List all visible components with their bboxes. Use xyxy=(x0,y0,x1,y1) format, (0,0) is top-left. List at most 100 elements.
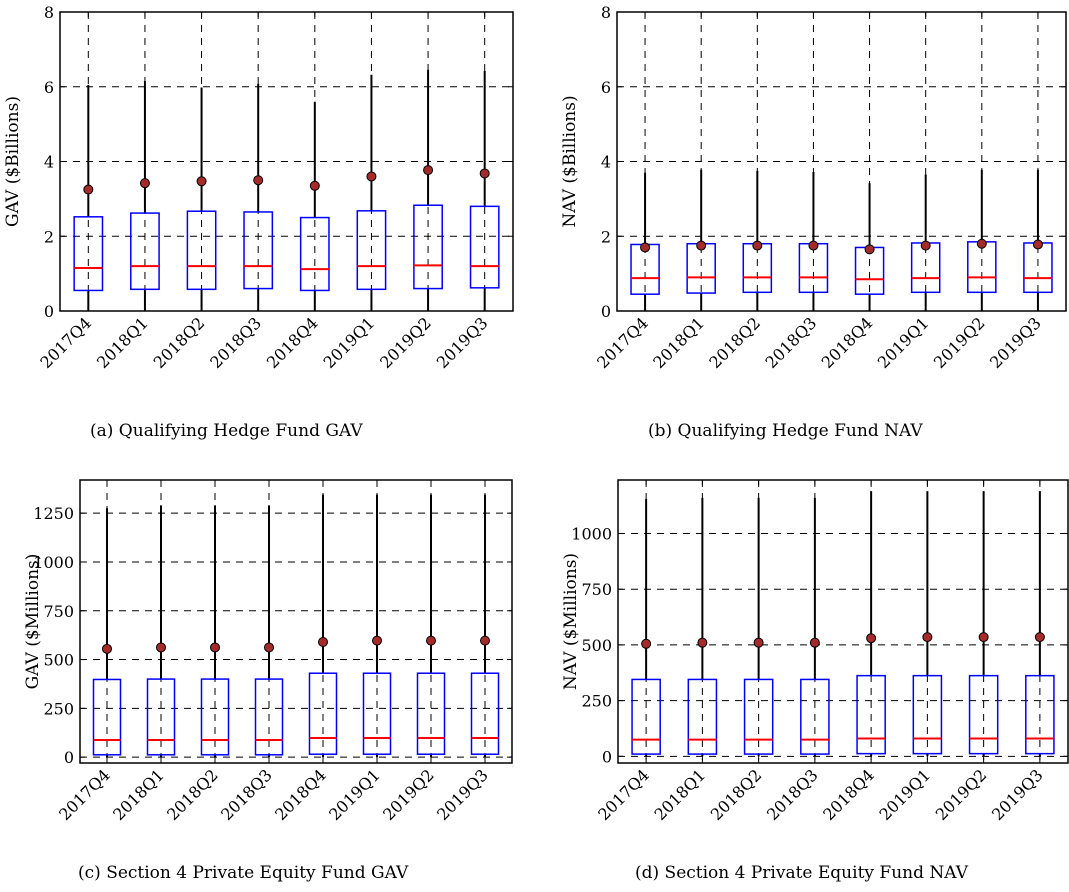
xtick-label-2019Q2: 2019Q2 xyxy=(932,765,991,824)
mean-point xyxy=(920,240,931,251)
box-2017Q4 xyxy=(92,508,122,758)
ytick-label-0: 0 xyxy=(64,748,74,767)
mean-point xyxy=(196,176,207,187)
mean-point xyxy=(752,240,763,251)
box-2018Q3 xyxy=(254,505,284,758)
box-iqr xyxy=(362,672,392,755)
mean-point xyxy=(139,178,150,189)
box-iqr xyxy=(416,672,446,755)
xtick-label-2019Q3: 2019Q3 xyxy=(986,313,1045,372)
box-2019Q1 xyxy=(356,74,387,311)
mean-point xyxy=(480,635,490,646)
mean-point xyxy=(696,240,707,251)
xtick-label-2018Q1: 2018Q1 xyxy=(93,313,152,372)
chart-panel-a: 0 2 4 6 8 2017Q4 2018Q1 2018Q2 2018Q3 2018Q4 2019Q… xyxy=(0,0,530,400)
ytick-label-0: 0 xyxy=(601,302,611,321)
box-2019Q2 xyxy=(416,494,446,758)
box-iqr xyxy=(130,212,160,291)
box-2019Q2 xyxy=(967,169,997,311)
xtick-label-2019Q1: 2019Q1 xyxy=(874,313,933,372)
xtick-label-2019Q3: 2019Q3 xyxy=(433,313,492,372)
box-2017Q4 xyxy=(631,498,661,757)
caption-c: (c) Section 4 Private Equity Fund GAV xyxy=(78,863,409,883)
caption-d: (d) Section 4 Private Equity Fund NAV xyxy=(635,863,968,883)
mean-point xyxy=(753,637,764,648)
box-2018Q2 xyxy=(742,170,773,311)
y-axis-label: NAV ($Billions) xyxy=(560,95,580,227)
box-2019Q2 xyxy=(413,69,443,311)
xtick-label-2017Q4: 2017Q4 xyxy=(55,765,114,824)
chart-panel-b: 0 2 4 6 8 2017Q4 2018Q1 2018Q2 2018Q3 2018Q4 2019Q… xyxy=(538,0,1068,400)
box-iqr xyxy=(968,674,999,755)
mean-point xyxy=(253,175,264,186)
box-iqr xyxy=(470,672,500,755)
xtick-label-2018Q2: 2018Q2 xyxy=(705,313,764,372)
mean-point xyxy=(309,180,320,191)
box-2019Q1 xyxy=(362,494,392,758)
box-2019Q3 xyxy=(469,71,500,311)
ytick-label-2: 500 xyxy=(43,651,74,670)
mean-point xyxy=(102,643,112,654)
mean-point xyxy=(866,633,877,644)
ytick-label-1: 2 xyxy=(44,227,54,246)
ytick-label-3: 6 xyxy=(601,78,611,97)
plot-frame xyxy=(617,479,1069,764)
box-iqr xyxy=(186,210,217,291)
ytick-label-3: 6 xyxy=(44,78,54,97)
mean-point xyxy=(640,242,651,253)
xtick-label-2018Q2: 2018Q2 xyxy=(163,765,222,824)
xtick-label-2019Q3: 2019Q3 xyxy=(988,765,1047,824)
y-axis-label: NAV ($Millions) xyxy=(561,553,581,690)
mean-point xyxy=(641,638,652,649)
mean-point xyxy=(83,184,94,195)
chart-panel-d: 0 250 500 750 1000 2017Q4 2018Q1 2018Q2 2018Q3 20… xyxy=(538,470,1069,850)
box-iqr xyxy=(200,678,230,756)
box-iqr xyxy=(800,678,830,755)
xtick-label-2017Q4: 2017Q4 xyxy=(593,313,652,372)
ytick-label-2: 500 xyxy=(581,636,612,655)
xtick-label-2019Q1: 2019Q1 xyxy=(325,765,384,824)
ytick-label-4: 1000 xyxy=(33,553,74,572)
mean-point xyxy=(372,635,382,646)
box-2018Q2 xyxy=(186,87,217,311)
box-iqr xyxy=(413,204,443,290)
box-2019Q1 xyxy=(912,491,943,757)
chart-b-svg: 024682017Q42018Q12018Q22018Q32018Q42019Q… xyxy=(560,3,1067,372)
box-iqr xyxy=(254,678,284,756)
box-iqr xyxy=(243,211,274,290)
mean-point xyxy=(479,168,490,179)
mean-point xyxy=(976,238,987,249)
box-2018Q4 xyxy=(308,494,338,758)
box-iqr xyxy=(856,674,886,755)
box-iqr xyxy=(299,216,330,292)
box-2019Q3 xyxy=(1025,491,1055,757)
box-iqr xyxy=(92,678,122,756)
mean-point xyxy=(210,642,220,653)
box-2018Q4 xyxy=(299,101,330,311)
chart-c-svg: 0250500750100012502017Q42018Q12018Q22018… xyxy=(23,479,513,824)
ytick-label-4: 8 xyxy=(44,3,54,22)
box-2018Q3 xyxy=(800,497,830,757)
xtick-label-2018Q3: 2018Q3 xyxy=(217,765,276,824)
xtick-label-2019Q1: 2019Q1 xyxy=(320,313,379,372)
caption-a: (a) Qualifying Hedge Fund GAV xyxy=(90,421,363,441)
grid-lines xyxy=(618,480,1068,763)
chart-a-svg: 024682017Q42018Q12018Q22018Q32018Q42019Q… xyxy=(3,3,514,372)
xtick-label-2018Q1: 2018Q1 xyxy=(651,765,710,824)
plot-frame xyxy=(79,479,513,764)
mean-point xyxy=(318,636,328,647)
ytick-label-3: 750 xyxy=(43,602,74,621)
mean-point xyxy=(864,244,875,255)
box-2018Q2 xyxy=(200,505,230,758)
mean-point xyxy=(697,637,708,648)
y-axis-label: GAV ($Billions) xyxy=(3,96,23,227)
caption-b: (b) Qualifying Hedge Fund NAV xyxy=(648,421,923,441)
mean-point xyxy=(809,637,820,648)
ytick-label-2: 4 xyxy=(601,153,611,172)
box-iqr xyxy=(146,678,176,756)
ytick-label-1: 2 xyxy=(601,227,611,246)
box-2018Q4 xyxy=(854,183,885,311)
xtick-label-2018Q3: 2018Q3 xyxy=(206,313,265,372)
xtick-label-2019Q2: 2019Q2 xyxy=(376,313,435,372)
mean-point xyxy=(978,632,989,643)
